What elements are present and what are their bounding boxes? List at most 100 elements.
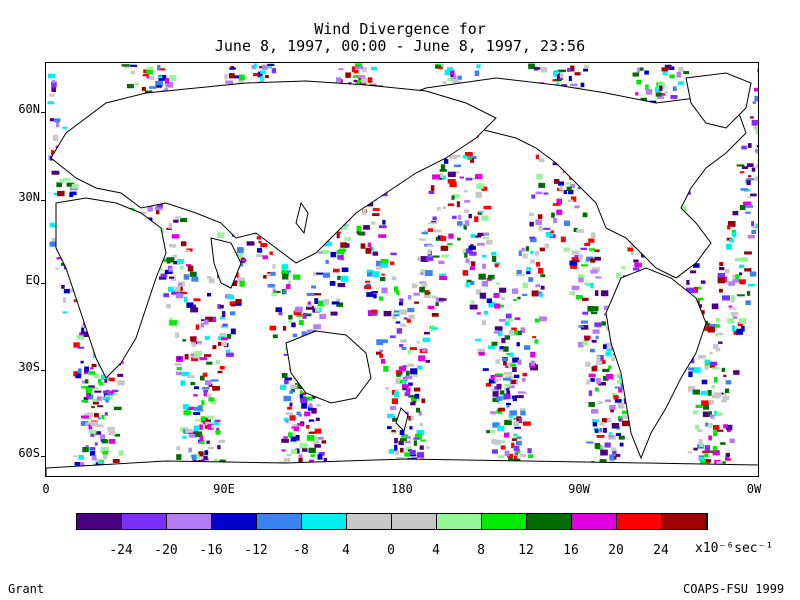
swath-cell [74,462,80,466]
swath-cell [422,337,431,343]
swath-cell [180,380,186,386]
swath-cell [556,198,562,205]
swath-cell [181,371,190,377]
swath-cell [728,281,736,286]
swath-cell [272,264,276,269]
swath-cell [399,344,404,347]
swath-cell [193,407,201,411]
lon-label-0w: 0W [746,482,762,496]
swath-cell [517,274,525,277]
swath-cell [748,143,752,148]
swath-cell [102,454,108,460]
swath-cell [376,351,382,355]
swath-cell [603,305,612,310]
swath-cell [604,442,611,448]
swath-cell [692,389,700,395]
swath-cell [279,384,287,390]
swath-cell [319,313,326,320]
swath-cell [317,300,325,307]
swath-cell [283,270,289,276]
swath-cell [465,258,470,263]
color-scale-cell [392,514,437,529]
swath-cell [494,378,502,381]
swath-cell [392,312,400,315]
swath-cell [582,311,589,315]
swath-cell [456,201,460,208]
swath-cell [321,440,327,444]
swath-cell [102,451,109,455]
swath-cell [645,84,649,90]
swath-cell [410,401,416,406]
swath-cell [206,440,210,444]
swath-cell [717,277,725,284]
swath-cell [586,256,594,262]
swath-cell [208,397,215,402]
swath-cell [336,232,340,239]
swath-cell [271,292,277,297]
swath-cell [752,101,756,104]
swath-cell [427,305,435,310]
swath-cell [408,382,413,386]
swath-cell [314,444,321,448]
swath-cell [474,338,482,341]
swath-cell [682,206,687,212]
swath-cell [531,290,539,297]
swath-cell [83,397,88,403]
swath-cell [409,426,413,430]
swath-cell [149,75,154,80]
swath-cell [704,453,709,458]
swath-cell [431,313,439,317]
swath-cell [410,368,418,375]
swath-cell [729,238,735,243]
swath-cell [303,312,307,319]
swath-cell [424,294,432,298]
swath-cell [175,293,184,299]
swath-cell [281,449,286,452]
swath-cell [282,326,287,331]
swath-cell [390,335,396,339]
swath-cell [724,268,730,274]
swath-cell [380,358,386,364]
swath-cell [264,75,269,78]
swath-cell [497,425,505,431]
swath-cell [616,373,620,378]
swath-cell [330,311,338,316]
swath-cell [199,435,204,441]
swath-cell [591,339,597,343]
swath-cell [587,305,594,312]
swath-cell [308,419,315,422]
swath-cell [68,288,76,293]
swath-cell [174,286,181,292]
swath-cell [494,303,501,309]
swath-cell [503,377,511,381]
swath-cell [618,435,625,440]
color-scale-label: 8 [477,543,485,558]
swath-cell [447,243,453,246]
swath-cell [290,449,298,455]
color-scale-cell [482,514,527,529]
swath-cell [689,289,697,294]
swath-cell [130,71,136,75]
swath-cell [481,280,488,287]
swath-cell [503,361,507,366]
swath-cell [295,306,303,313]
swath-cell [442,206,447,209]
swath-cell [470,300,475,304]
swath-cell [700,458,707,464]
swath-cell [458,214,462,220]
swath-cell [438,177,445,180]
swath-cell [292,274,301,280]
swath-cell [283,395,292,402]
swath-cell [602,368,610,372]
swath-cell [420,439,426,442]
swath-cell [596,355,601,362]
swath-cell [719,267,725,271]
swath-cell [101,446,110,452]
swath-cell [306,304,312,308]
swath-cell [80,421,89,426]
swath-cell [608,365,612,370]
swath-cell [345,243,350,248]
swath-cell [236,247,244,253]
swath-cell [516,416,522,423]
swath-cell [287,406,293,410]
